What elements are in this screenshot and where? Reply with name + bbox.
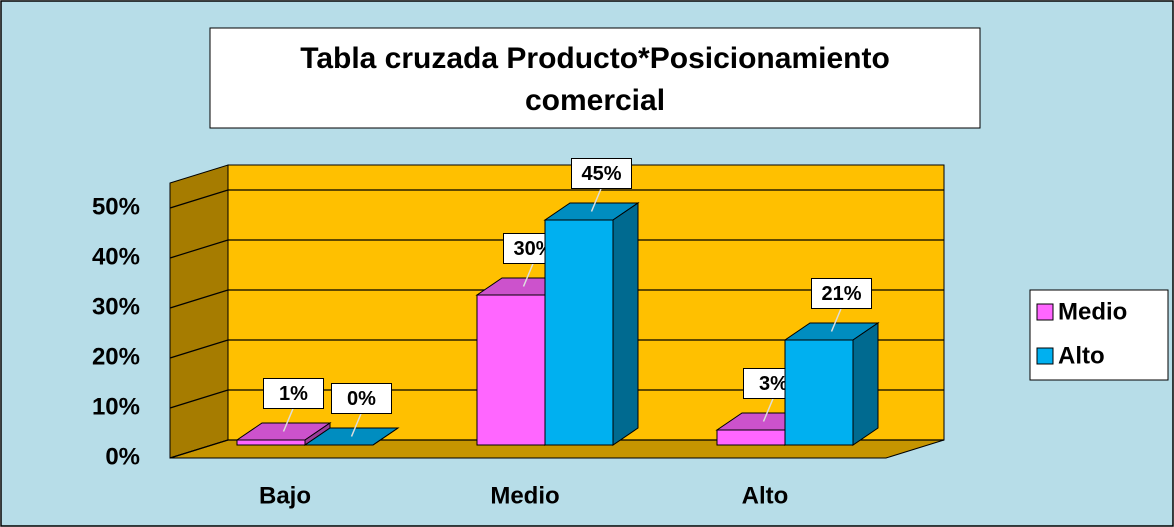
grid-line	[169, 189, 944, 209]
grid-line	[169, 439, 944, 459]
grid-line	[169, 389, 944, 409]
bar-side	[852, 322, 879, 446]
bar-front	[784, 339, 854, 446]
bar-side	[612, 202, 639, 446]
legend-swatch	[1036, 303, 1054, 321]
leader-line	[522, 262, 535, 287]
legend-label: Medio	[1058, 298, 1127, 325]
leader-line	[282, 407, 295, 432]
bar-front	[716, 429, 786, 446]
leader-line	[762, 397, 775, 422]
data-label: 3%	[759, 373, 788, 395]
x-tick-label: Medio	[490, 482, 559, 509]
data-label-box	[331, 383, 392, 414]
data-label: 1%	[279, 383, 308, 405]
grid-line	[169, 289, 944, 309]
bar-side	[372, 427, 399, 446]
y-tick-label: 50%	[92, 193, 140, 220]
y-tick-label: 20%	[92, 343, 140, 370]
side-wall	[169, 164, 229, 459]
chart-title: Tabla cruzada Producto*Posicionamiento	[300, 42, 890, 75]
leader-line	[590, 187, 603, 212]
title-box	[209, 27, 981, 129]
y-tick-label: 30%	[92, 293, 140, 320]
data-label-box	[811, 278, 872, 309]
x-tick-label: Bajo	[259, 482, 311, 509]
grid-line	[169, 239, 944, 259]
data-label: 21%	[821, 283, 861, 305]
data-label: 0%	[347, 388, 376, 410]
data-label-box	[571, 158, 632, 189]
y-tick-label: 0%	[105, 443, 140, 470]
data-label: 30%	[513, 238, 553, 260]
chart-title: comercial	[525, 84, 665, 117]
bar-front	[476, 294, 546, 446]
y-tick-label: 40%	[92, 243, 140, 270]
leader-line	[830, 307, 843, 332]
data-label-box	[263, 378, 324, 409]
x-tick-label: Alto	[742, 482, 789, 509]
leader-line	[350, 412, 363, 437]
y-tick-label: 10%	[92, 393, 140, 420]
bar-front	[544, 219, 614, 446]
grid-line	[169, 339, 944, 359]
bar-front	[236, 439, 306, 446]
data-label: 45%	[581, 163, 621, 185]
legend-swatch	[1036, 347, 1054, 365]
legend-label: Alto	[1058, 342, 1105, 369]
